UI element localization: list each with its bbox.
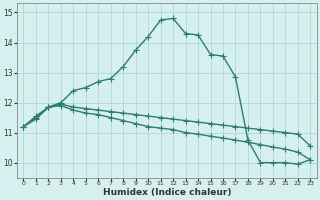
X-axis label: Humidex (Indice chaleur): Humidex (Indice chaleur) [103,188,231,197]
